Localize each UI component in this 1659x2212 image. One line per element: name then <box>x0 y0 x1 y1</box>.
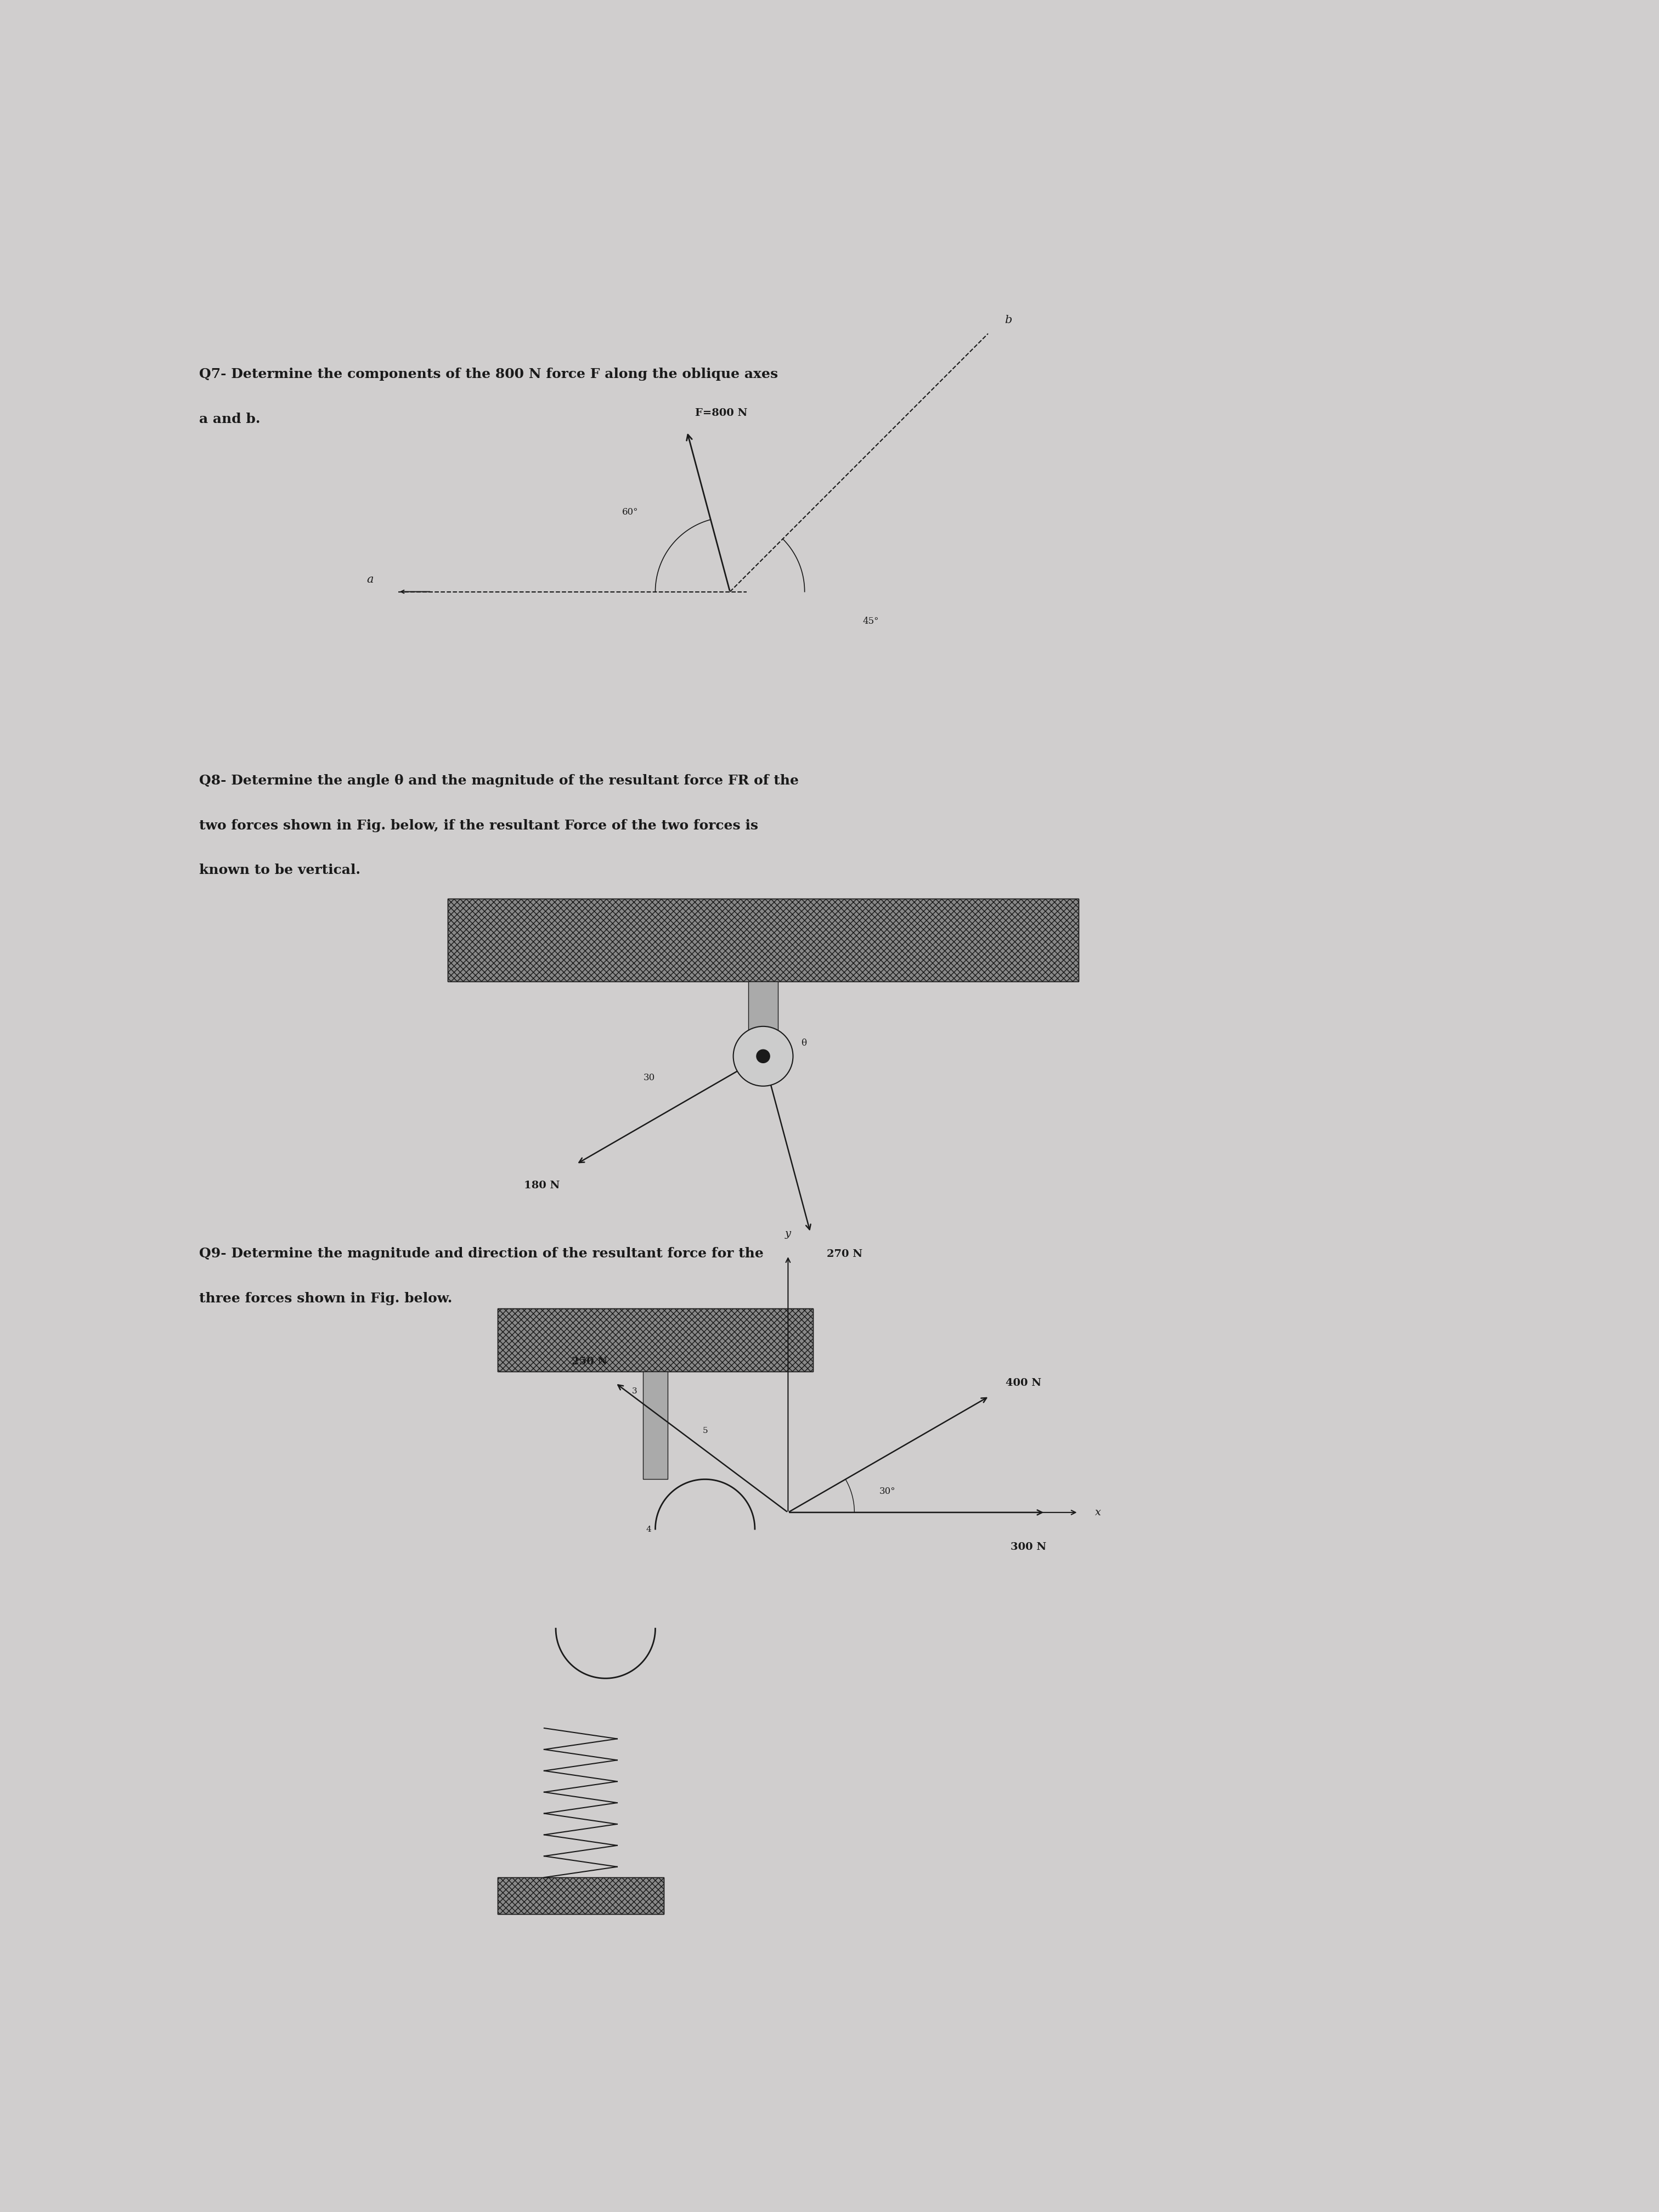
Text: y: y <box>785 1230 791 1239</box>
Text: a: a <box>367 575 373 586</box>
Bar <box>748 982 778 1057</box>
Text: 180 N: 180 N <box>524 1181 559 1190</box>
Text: 30°: 30° <box>879 1486 896 1495</box>
Bar <box>448 898 1078 982</box>
Bar <box>642 1371 667 1480</box>
Text: Q9- Determine the magnitude and direction of the resultant force for the: Q9- Determine the magnitude and directio… <box>199 1248 763 1261</box>
Text: Q7- Determine the components of the 800 N force F along the oblique axes: Q7- Determine the components of the 800 … <box>199 367 778 380</box>
Text: F=800 N: F=800 N <box>695 409 748 418</box>
Text: 250 N: 250 N <box>571 1356 607 1367</box>
Bar <box>498 1878 664 1913</box>
Text: b: b <box>1005 314 1012 325</box>
Circle shape <box>757 1051 770 1064</box>
Text: a and b.: a and b. <box>199 411 260 425</box>
Text: 60°: 60° <box>622 509 639 518</box>
Text: 5: 5 <box>702 1427 708 1436</box>
Bar <box>448 898 1078 982</box>
Text: x: x <box>1095 1509 1102 1517</box>
Text: 400 N: 400 N <box>1005 1378 1042 1389</box>
Text: θ: θ <box>801 1040 806 1048</box>
Text: 45°: 45° <box>863 617 879 626</box>
Text: 4: 4 <box>645 1526 652 1533</box>
Bar <box>498 1878 664 1913</box>
Text: known to be vertical.: known to be vertical. <box>199 865 360 876</box>
Text: Q8- Determine the angle θ and the magnitude of the resultant force FR of the: Q8- Determine the angle θ and the magnit… <box>199 774 798 787</box>
Text: 300 N: 300 N <box>1010 1542 1047 1553</box>
Text: 270 N: 270 N <box>826 1250 863 1259</box>
Bar <box>498 1307 813 1371</box>
Text: two forces shown in Fig. below, if the resultant Force of the two forces is: two forces shown in Fig. below, if the r… <box>199 818 758 832</box>
Text: three forces shown in Fig. below.: three forces shown in Fig. below. <box>199 1292 453 1305</box>
Text: 3: 3 <box>632 1387 637 1396</box>
Text: 30: 30 <box>644 1073 655 1082</box>
Bar <box>498 1307 813 1371</box>
Circle shape <box>733 1026 793 1086</box>
